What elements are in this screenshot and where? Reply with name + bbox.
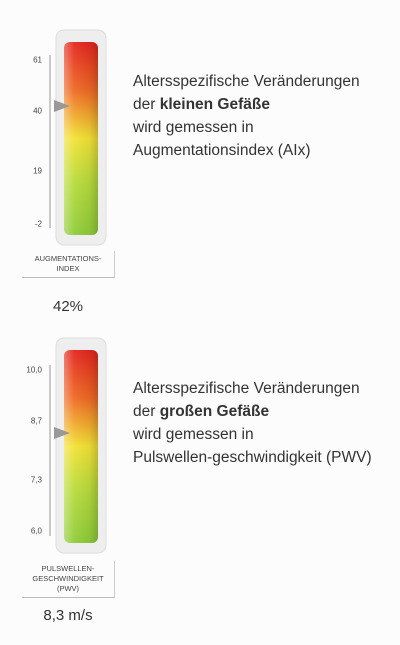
description: Altersspezifische Veränderungen der klei… [133, 70, 360, 162]
text-line: Augmentationsindex (AIx) [133, 142, 311, 159]
marker [54, 100, 70, 112]
tick-label: -2 [34, 219, 42, 229]
text-line: Altersspezifische Veränderungen [133, 73, 360, 90]
tick-label: 8,7 [30, 416, 42, 426]
text-line: wird gemessen in [133, 119, 254, 136]
bold-text: großen Gefäße [159, 403, 270, 420]
text-line: Altersspezifische Veränderungen [133, 380, 360, 397]
shine [64, 42, 98, 235]
description: Altersspezifische Veränderungen der groß… [133, 377, 372, 469]
shine [64, 350, 98, 543]
text: der [133, 96, 156, 113]
gauge-value: 42% [52, 298, 84, 315]
tick-label: 19 [33, 166, 42, 176]
text: der [133, 403, 156, 420]
label-line: PULSWELLEN- [41, 564, 95, 573]
label-line: GESCHWINDIGKEIT [32, 574, 104, 583]
gauge-value: 8,3 m/s [43, 607, 93, 624]
tick-label: 40 [33, 106, 42, 116]
gauge-label: AUGMENTATIONS- INDEX [22, 251, 115, 278]
label-line: (PWV) [56, 584, 80, 593]
tick-label: 7,3 [30, 475, 42, 485]
label-line: INDEX [56, 264, 80, 273]
text-line: der großen Gefäße [133, 400, 372, 423]
label-line: AUGMENTATIONS- [34, 254, 102, 263]
text-line: der kleinen Gefäße [133, 93, 360, 116]
text-line: Pulswellen-geschwindigkeit (PWV) [133, 449, 372, 466]
tick-label: 61 [33, 55, 42, 65]
gauge-label: PULSWELLEN- GESCHWINDIGKEIT (PWV) [22, 561, 115, 598]
marker [54, 427, 70, 439]
gauge-2 [49, 337, 107, 554]
tick-label: 6,0 [30, 526, 42, 536]
gauge-1 [49, 29, 107, 246]
bold-text: kleinen Gefäße [159, 96, 270, 113]
text-line: wird gemessen in [133, 426, 254, 443]
tick-label: 10,0 [26, 365, 42, 375]
